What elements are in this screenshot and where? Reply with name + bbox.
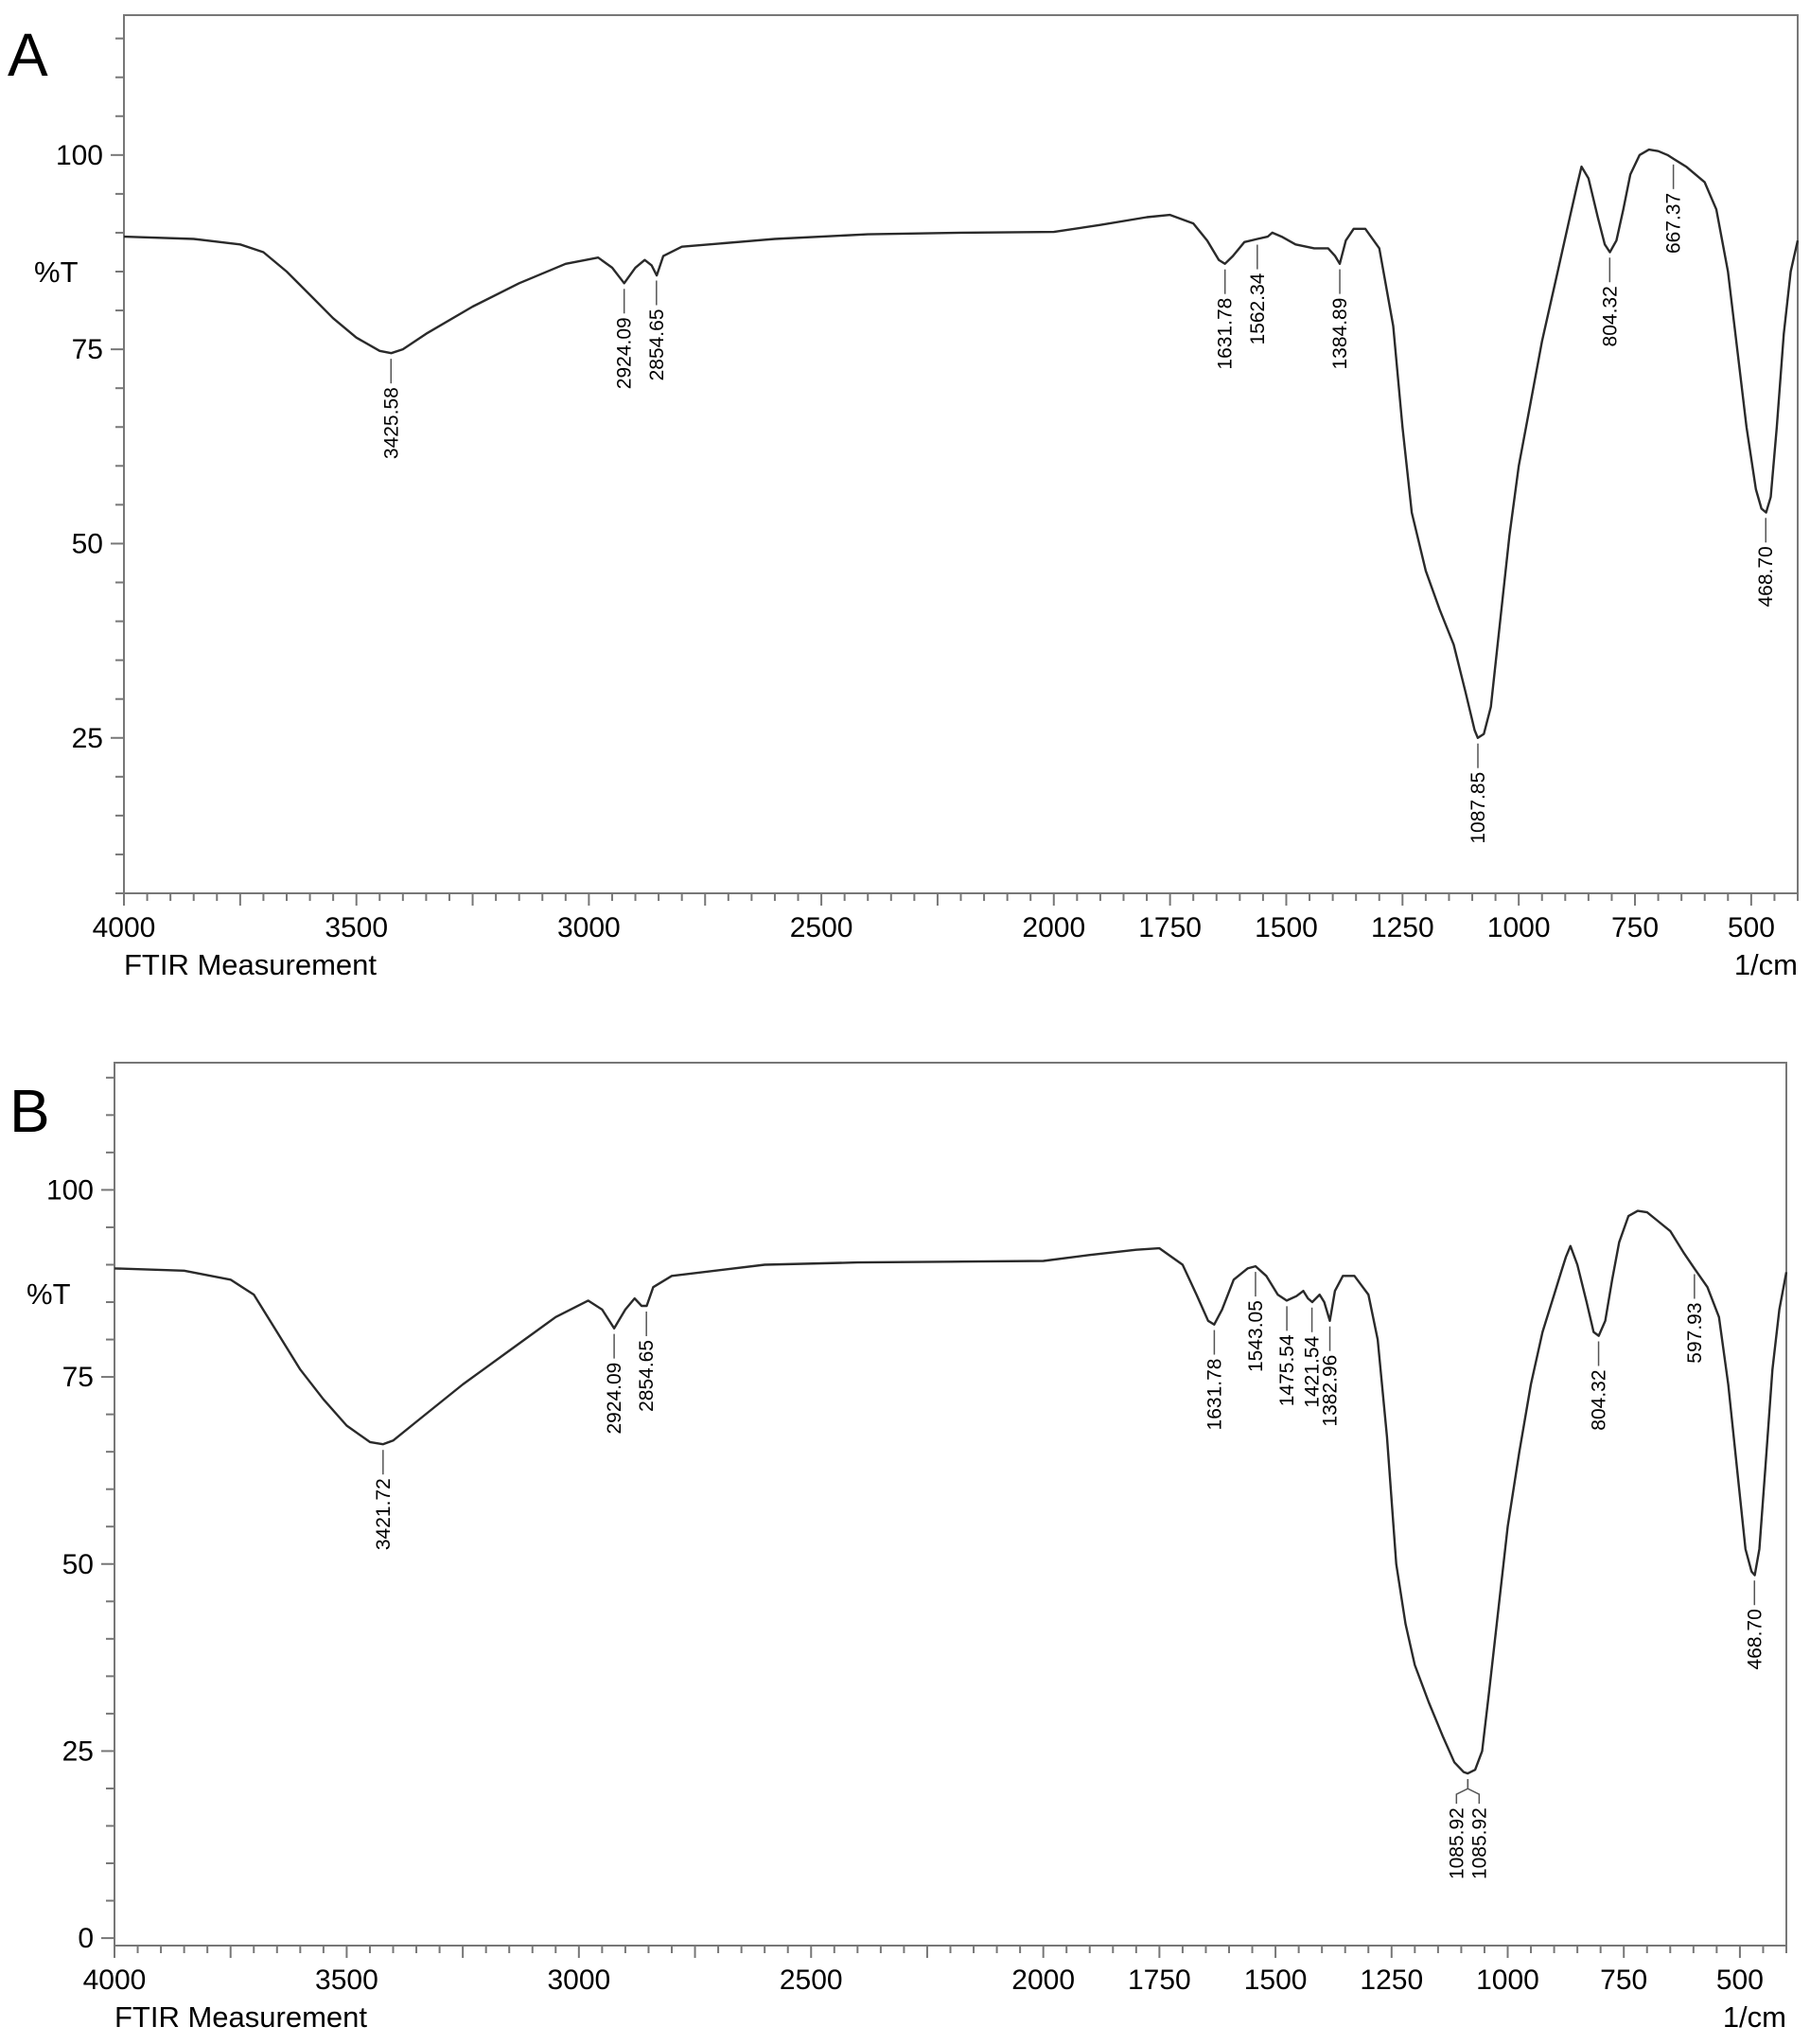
x-tick-label: 1000: [1487, 912, 1551, 943]
y-tick-label: 75: [72, 334, 103, 365]
x-tick-label: 3500: [315, 1965, 378, 1996]
peak-label: 1562.34: [1247, 273, 1269, 344]
x-axis-unit: 1/cm: [1734, 948, 1798, 981]
peak-label: 468.70: [1755, 546, 1777, 607]
x-tick-label: 1750: [1138, 912, 1202, 943]
plot-frame: [123, 14, 1799, 894]
peak-label: 2924.09: [604, 1363, 625, 1435]
x-tick-label: 1000: [1476, 1965, 1539, 1996]
panel-b: B %T 0 25 50 75 100 4000 3500 3000 2500 2000 1750 150…: [9, 1062, 1788, 2034]
plot-frame: [114, 1062, 1787, 1947]
x-tick-label: 1500: [1244, 1965, 1308, 1996]
x-tick-label: 2500: [790, 912, 853, 943]
peak-leader: [1455, 1779, 1469, 1805]
peak-label: 2854.65: [646, 308, 668, 380]
peak-label: 3421.72: [373, 1478, 395, 1550]
y-tick-label: 25: [62, 1736, 94, 1767]
y-tick-label: 25: [72, 723, 103, 754]
x-tick-label: 1750: [1128, 1965, 1191, 1996]
x-tick-label: 2000: [1011, 1965, 1075, 1996]
x-axis-title: FTIR Measurement: [124, 948, 377, 981]
peak-leader: [1467, 1779, 1481, 1805]
panel-letter: B: [9, 1077, 50, 1145]
peak-label: 1384.89: [1329, 298, 1351, 370]
peak-label: 1087.85: [1467, 772, 1489, 844]
y-tick-label: 50: [72, 528, 103, 559]
x-axis-title: FTIR Measurement: [114, 2000, 367, 2034]
panel-a: A %T 25 50 75 100 4000 3500 3000 2500 2000 1750 1500…: [8, 14, 1800, 981]
y-axis-title: %T: [26, 1278, 71, 1311]
peak-label: 597.93: [1684, 1302, 1706, 1363]
spectrum-line: [123, 148, 1800, 739]
peak-label: 2924.09: [614, 317, 636, 389]
x-tick-label: 1250: [1371, 912, 1434, 943]
spectrum-line: [114, 1209, 1788, 1775]
peak-label: 1631.78: [1215, 298, 1237, 370]
x-tick-label: 2500: [780, 1965, 843, 1996]
peak-label: 1421.54: [1302, 1335, 1324, 1407]
x-axis-unit: 1/cm: [1723, 2000, 1786, 2034]
panel-letter: A: [8, 21, 48, 89]
x-tick-label: 750: [1611, 912, 1659, 943]
x-tick-label: 3000: [557, 912, 621, 943]
peak-label: 1475.54: [1276, 1334, 1298, 1406]
x-tick-label: 750: [1600, 1965, 1647, 1996]
y-tick-label: 100: [56, 140, 103, 171]
y-tick-label: 100: [46, 1174, 94, 1206]
x-tick-label: 2000: [1022, 912, 1085, 943]
x-tick-label: 4000: [93, 912, 156, 943]
y-axis-title: %T: [34, 256, 79, 289]
peak-label: 468.70: [1744, 1609, 1766, 1669]
y-tick-label: 50: [62, 1549, 94, 1580]
peak-label: 1543.05: [1245, 1300, 1267, 1372]
peak-label: 1631.78: [1204, 1359, 1225, 1431]
peak-label: 667.37: [1663, 193, 1685, 254]
x-tick-label: 500: [1728, 912, 1775, 943]
peak-label: 804.32: [1599, 286, 1621, 346]
x-tick-label: 4000: [83, 1965, 147, 1996]
y-tick-label: 75: [62, 1362, 94, 1393]
peak-label: 804.32: [1589, 1369, 1610, 1430]
y-tick-label: 0: [78, 1923, 94, 1954]
x-tick-label: 3000: [547, 1965, 610, 1996]
peak-label: 1382.96: [1320, 1355, 1342, 1427]
peak-label: 1085.92: [1468, 1807, 1490, 1879]
x-tick-label: 500: [1716, 1965, 1764, 1996]
peak-label: 3425.58: [380, 387, 402, 459]
x-tick-label: 1250: [1360, 1965, 1423, 1996]
x-tick-label: 3500: [325, 912, 388, 943]
peak-label: 1085.92: [1446, 1807, 1467, 1879]
x-tick-label: 1500: [1255, 912, 1318, 943]
peak-label: 2854.65: [636, 1340, 658, 1412]
